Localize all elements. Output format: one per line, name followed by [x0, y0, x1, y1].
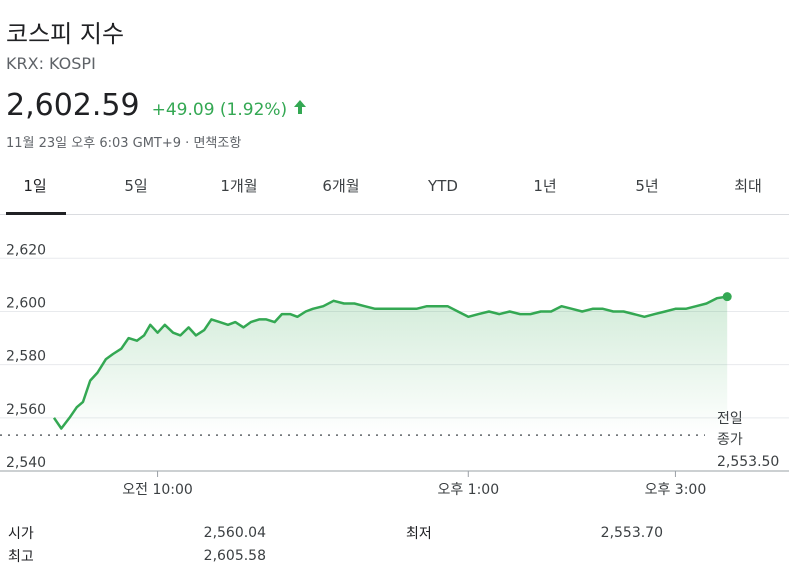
tab-max[interactable]: 최대 [734, 177, 762, 195]
current-price: 2,602.59 [6, 88, 140, 123]
tab-1y[interactable]: 1년 [533, 177, 557, 195]
y-tick-label: 2,560 [6, 402, 46, 418]
exchange-ticker: KRX: KOSPI [6, 54, 96, 73]
stat-high-value: 2,605.58 [203, 548, 266, 564]
timestamp-disclaimer: 11월 23일 오후 6:03 GMT+9 · 면책조항 [6, 136, 242, 151]
tab-5d[interactable]: 5일 [124, 177, 148, 195]
index-title: 코스피 지수 [6, 20, 125, 48]
stat-open-value: 2,560.04 [203, 525, 266, 541]
tab-ytd[interactable]: YTD [428, 177, 458, 195]
y-tick-label: 2,540 [6, 455, 46, 471]
arrow-up-icon [293, 99, 307, 115]
stat-low-value: 2,553.70 [600, 525, 663, 541]
previous-close-label-text: 전일 [717, 411, 743, 427]
tab-1m[interactable]: 1개월 [220, 177, 258, 195]
price-change: +49.09 (1.92%) [151, 100, 288, 120]
y-axis-ticks: 2,620 2,600 2,580 2,560 2,540 [6, 242, 46, 471]
tab-6m[interactable]: 6개월 [322, 177, 360, 195]
previous-close-label-text: 종가 [717, 432, 743, 448]
latest-price-point[interactable] [722, 292, 732, 302]
stat-open-label: 시가 [8, 526, 34, 542]
tab-1d[interactable]: 1일 [23, 177, 47, 195]
price-line [52, 295, 728, 430]
price-chart[interactable]: 2,620 2,600 2,580 2,560 2,540 오전 10:00 오후 1:0… [0, 215, 789, 515]
x-tick-label: 오후 3:00 [645, 482, 707, 498]
tab-5y[interactable]: 5년 [635, 177, 659, 195]
x-tick-label: 오전 10:00 [122, 482, 193, 498]
range-tabs: 1일 5일 1개월 6개월 YTD 1년 5년 최대 [0, 160, 789, 215]
stat-high-label: 최고 [8, 549, 34, 565]
x-tick-label: 오후 1:00 [437, 482, 499, 498]
previous-close-value: 2,553.50 [717, 454, 779, 470]
x-axis-ticks: 오전 10:00 오후 1:00 오후 3:00 [122, 471, 706, 498]
y-tick-label: 2,580 [6, 349, 46, 365]
y-tick-label: 2,600 [6, 295, 46, 311]
price-row: 2,602.59 +49.09 (1.92%) [6, 88, 307, 123]
active-tab-indicator [6, 212, 66, 215]
stat-low-label: 최저 [406, 526, 432, 542]
price-area [54, 296, 728, 436]
y-tick-label: 2,620 [6, 242, 46, 258]
